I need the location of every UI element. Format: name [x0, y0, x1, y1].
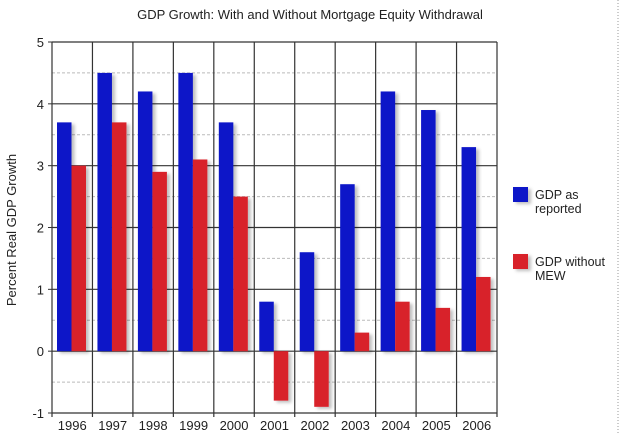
legend-label: GDP as	[535, 188, 579, 202]
bar-gdp-reported-1997	[97, 72, 112, 352]
bar-gdp-without-mew-2002	[314, 351, 329, 407]
chart-title: GDP Growth: With and Without Mortgage Eq…	[137, 7, 483, 22]
y-tick-label: 3	[37, 159, 44, 174]
bar-gdp-without-mew-1998	[152, 171, 167, 352]
bar-gdp-without-mew-2001	[273, 351, 289, 401]
legend-label: GDP without	[535, 255, 605, 269]
x-tick-label: 1999	[179, 418, 208, 433]
bar-gdp-without-mew-1996	[71, 165, 86, 352]
y-tick-label: 2	[37, 221, 44, 236]
x-tick-label: 2000	[220, 418, 249, 433]
legend-swatch	[513, 187, 528, 202]
y-tick-label: 4	[37, 97, 44, 112]
y-tick-label: 1	[37, 282, 44, 297]
x-tick-label: 2001	[260, 418, 289, 433]
bar-gdp-reported-1999	[178, 72, 193, 352]
x-tick-label: 1996	[58, 418, 87, 433]
legend-label: MEW	[535, 269, 566, 283]
x-tick-label: 2002	[300, 418, 329, 433]
y-axis-label: Percent Real GDP Growth	[4, 154, 19, 306]
bar-gdp-without-mew-2003	[354, 332, 370, 352]
bar-gdp-reported-2004	[380, 91, 396, 352]
y-tick-label: -1	[32, 406, 44, 421]
bar-gdp-reported-2001	[259, 301, 274, 352]
bar-gdp-without-mew-2000	[233, 196, 248, 352]
bar-gdp-reported-2006	[461, 147, 477, 352]
bar-gdp-reported-2003	[340, 184, 355, 352]
x-tick-label: 1997	[98, 418, 127, 433]
bar-gdp-reported-2005	[421, 110, 436, 352]
bar-gdp-without-mew-1997	[111, 122, 127, 352]
legend-swatch	[513, 254, 528, 269]
bar-gdp-reported-1996	[57, 122, 72, 352]
bar-gdp-reported-2002	[299, 252, 315, 352]
bar-gdp-without-mew-2006	[476, 276, 491, 352]
bar-gdp-reported-2000	[218, 122, 234, 352]
x-tick-label: 2006	[462, 418, 491, 433]
legend-label: reported	[535, 202, 582, 216]
bar-gdp-without-mew-2005	[435, 307, 451, 352]
x-tick-label: 1998	[139, 418, 168, 433]
bar-gdp-without-mew-1999	[192, 159, 208, 352]
x-tick-label: 2005	[422, 418, 451, 433]
y-tick-label: 0	[37, 344, 44, 359]
x-tick-label: 2003	[341, 418, 370, 433]
y-tick-label: 5	[37, 35, 44, 50]
x-tick-label: 2004	[381, 418, 410, 433]
bar-gdp-without-mew-2004	[395, 301, 410, 352]
bar-gdp-reported-1998	[137, 91, 153, 352]
